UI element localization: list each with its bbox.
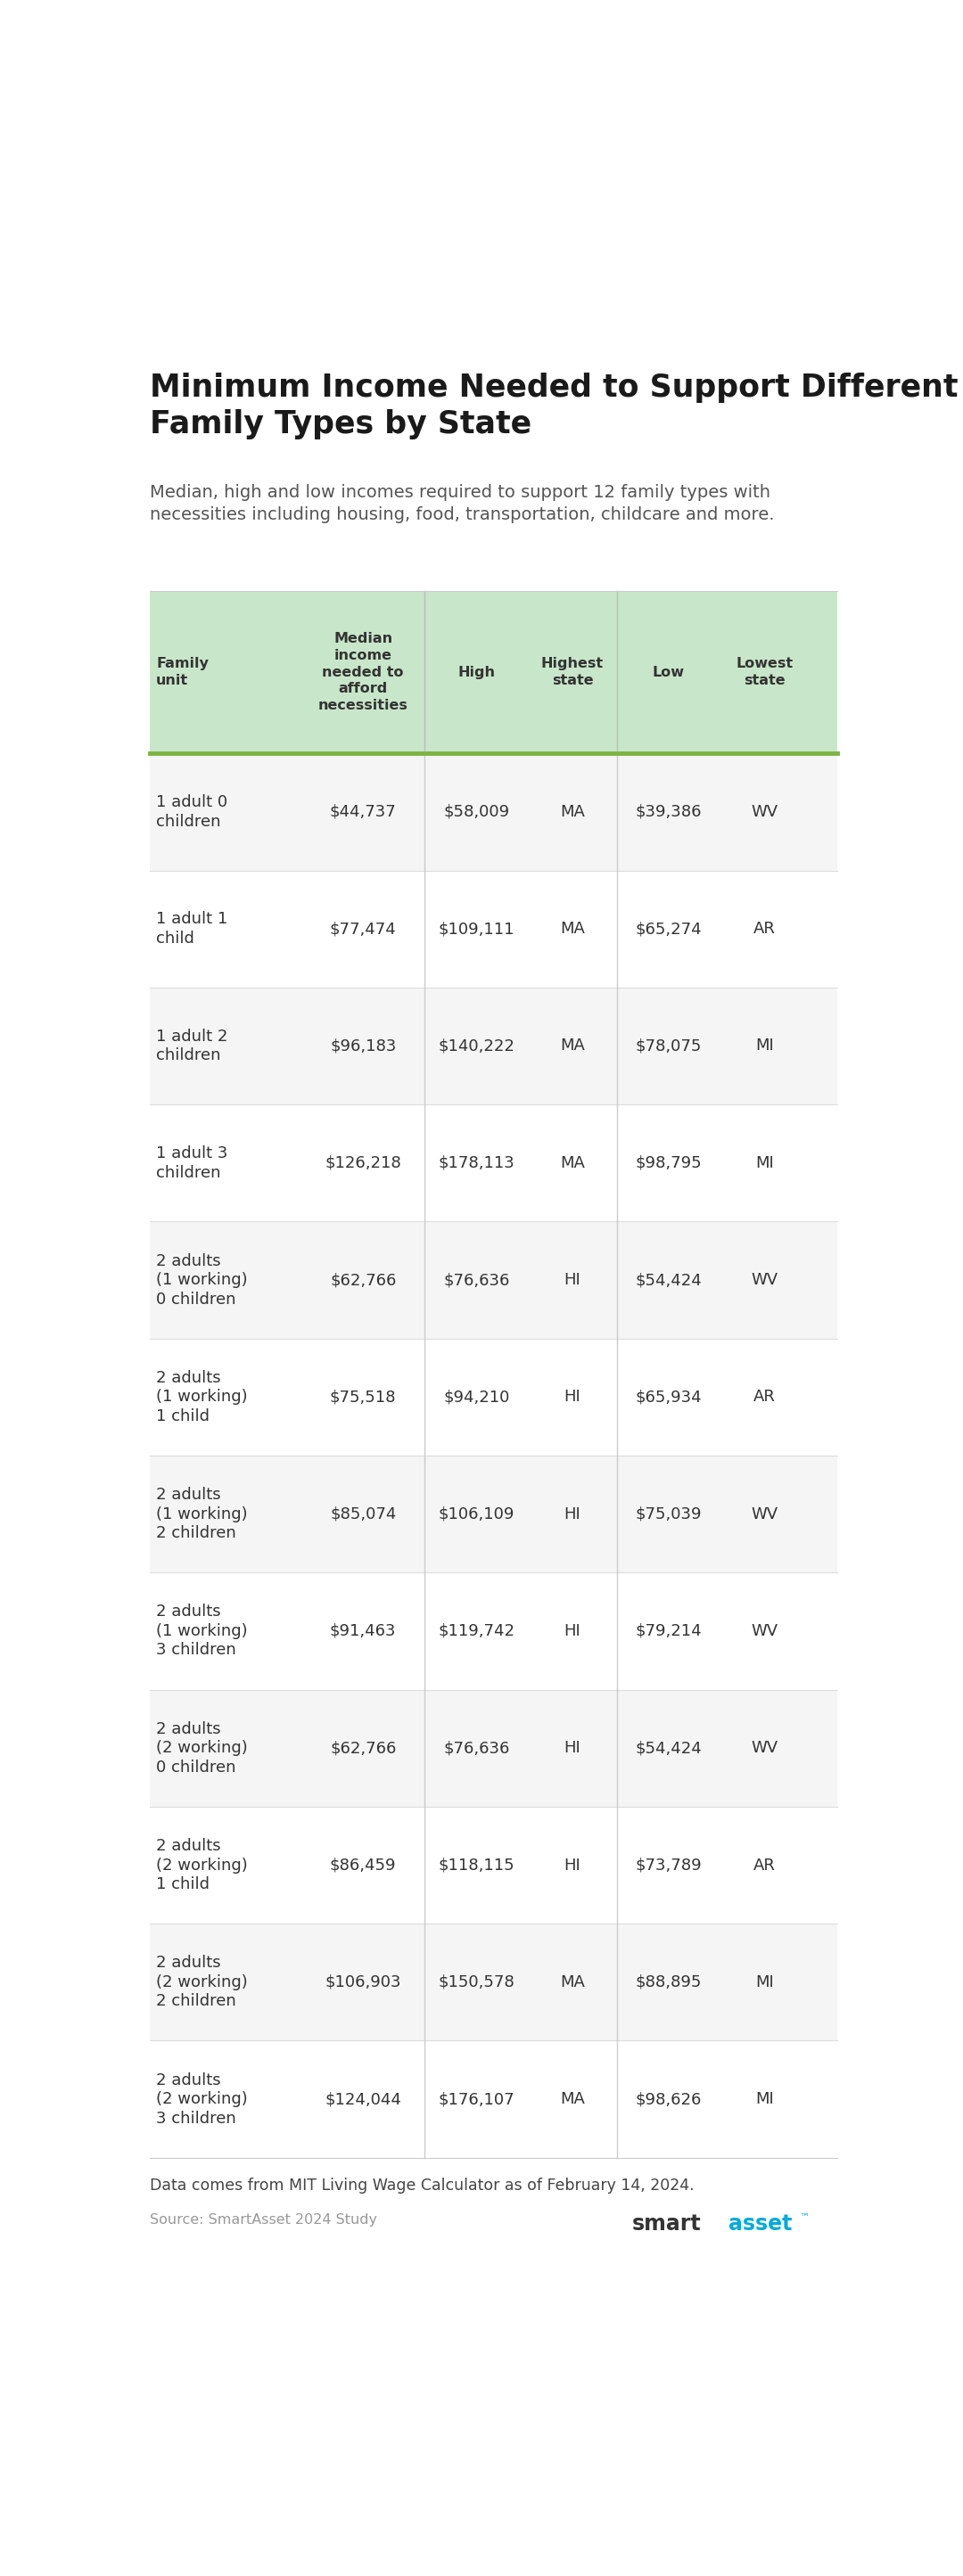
Text: 2 adults
(2 working)
3 children: 2 adults (2 working) 3 children [156,2071,247,2125]
Text: $65,934: $65,934 [636,1388,702,1404]
Text: WV: WV [751,1507,778,1522]
Text: MI: MI [756,1154,774,1172]
Text: asset: asset [729,2213,793,2236]
Text: ™: ™ [799,2213,810,2223]
Text: MA: MA [560,2092,585,2107]
Text: Highest
state: Highest state [541,657,604,688]
Text: MI: MI [756,1973,774,1991]
Text: $85,074: $85,074 [330,1507,396,1522]
Text: $44,737: $44,737 [329,804,397,819]
Text: High: High [457,665,495,680]
Bar [150,871,837,987]
Text: HI: HI [564,1273,581,1288]
Text: $76,636: $76,636 [443,1741,509,1757]
Text: WV: WV [751,1741,778,1757]
Text: Data comes from MIT Living Wage Calculator as of February 14, 2024.: Data comes from MIT Living Wage Calculat… [150,2177,694,2195]
Text: MA: MA [560,922,585,938]
Bar [150,1571,837,1690]
Text: MI: MI [756,2092,774,2107]
Text: 1 adult 1
child: 1 adult 1 child [156,912,228,945]
Bar [150,590,837,752]
Bar [150,1105,837,1221]
Bar [150,1690,837,1806]
Text: AR: AR [754,922,776,938]
Bar [150,1455,837,1571]
Text: 1 adult 0
children: 1 adult 0 children [156,793,227,829]
Bar [150,1924,837,2040]
Text: Source: SmartAsset 2024 Study: Source: SmartAsset 2024 Study [150,2213,377,2226]
Text: Family
unit: Family unit [156,657,209,688]
Text: Median
income
needed to
afford
necessities: Median income needed to afford necessiti… [318,631,408,711]
Text: $79,214: $79,214 [636,1623,702,1638]
Text: $77,474: $77,474 [329,922,397,938]
Text: $94,210: $94,210 [443,1388,509,1404]
Text: 2 adults
(2 working)
1 child: 2 adults (2 working) 1 child [156,1839,247,1893]
Text: $86,459: $86,459 [330,1857,397,1873]
Text: HI: HI [564,1507,581,1522]
Text: $178,113: $178,113 [438,1154,514,1172]
Bar [150,987,837,1105]
Text: $98,795: $98,795 [636,1154,702,1172]
Text: 2 adults
(1 working)
3 children: 2 adults (1 working) 3 children [156,1605,247,1659]
Text: 2 adults
(2 working)
0 children: 2 adults (2 working) 0 children [156,1721,247,1775]
Text: $78,075: $78,075 [636,1038,702,1054]
Text: $62,766: $62,766 [330,1273,396,1288]
Text: $124,044: $124,044 [325,2092,402,2107]
Text: 2 adults
(1 working)
0 children: 2 adults (1 working) 0 children [156,1252,247,1306]
Text: $109,111: $109,111 [438,922,514,938]
Bar [150,1340,837,1455]
Text: Low: Low [653,665,685,680]
Bar [150,1806,837,1924]
Text: AR: AR [754,1388,776,1404]
Text: MA: MA [560,1973,585,1991]
Text: MA: MA [560,804,585,819]
Text: $88,895: $88,895 [636,1973,702,1991]
Text: HI: HI [564,1857,581,1873]
Text: Median, high and low incomes required to support 12 family types with
necessitie: Median, high and low incomes required to… [150,484,775,523]
Text: $140,222: $140,222 [438,1038,514,1054]
Text: 2 adults
(2 working)
2 children: 2 adults (2 working) 2 children [156,1955,247,2009]
Text: $73,789: $73,789 [636,1857,702,1873]
Bar [150,2040,837,2159]
Text: $65,274: $65,274 [636,922,702,938]
Text: $76,636: $76,636 [443,1273,509,1288]
Text: $176,107: $176,107 [438,2092,514,2107]
Text: AR: AR [754,1857,776,1873]
Text: HI: HI [564,1623,581,1638]
Text: $98,626: $98,626 [636,2092,702,2107]
Text: $118,115: $118,115 [438,1857,514,1873]
Text: MA: MA [560,1038,585,1054]
Text: 2 adults
(1 working)
2 children: 2 adults (1 working) 2 children [156,1486,247,1540]
Text: MA: MA [560,1154,585,1172]
Text: WV: WV [751,1273,778,1288]
Text: $119,742: $119,742 [438,1623,514,1638]
Text: $106,109: $106,109 [438,1507,514,1522]
Text: 1 adult 2
children: 1 adult 2 children [156,1028,228,1064]
Text: HI: HI [564,1741,581,1757]
Text: $106,903: $106,903 [325,1973,402,1991]
Text: Minimum Income Needed to Support Different
Family Types by State: Minimum Income Needed to Support Differe… [150,374,958,440]
Text: $39,386: $39,386 [636,804,702,819]
Text: $126,218: $126,218 [325,1154,402,1172]
Text: 2 adults
(1 working)
1 child: 2 adults (1 working) 1 child [156,1370,247,1425]
Text: $150,578: $150,578 [438,1973,514,1991]
Bar [150,1221,837,1340]
Text: $75,518: $75,518 [330,1388,397,1404]
Text: $58,009: $58,009 [443,804,509,819]
Text: $62,766: $62,766 [330,1741,396,1757]
Text: $96,183: $96,183 [330,1038,396,1054]
Text: 1 adult 3
children: 1 adult 3 children [156,1146,228,1180]
Text: $91,463: $91,463 [330,1623,397,1638]
Text: HI: HI [564,1388,581,1404]
Text: smart: smart [632,2213,701,2236]
Text: WV: WV [751,1623,778,1638]
Text: $54,424: $54,424 [636,1273,702,1288]
Text: WV: WV [751,804,778,819]
Text: $54,424: $54,424 [636,1741,702,1757]
Bar [150,752,837,871]
Text: Lowest
state: Lowest state [736,657,794,688]
Text: $75,039: $75,039 [636,1507,702,1522]
Text: MI: MI [756,1038,774,1054]
